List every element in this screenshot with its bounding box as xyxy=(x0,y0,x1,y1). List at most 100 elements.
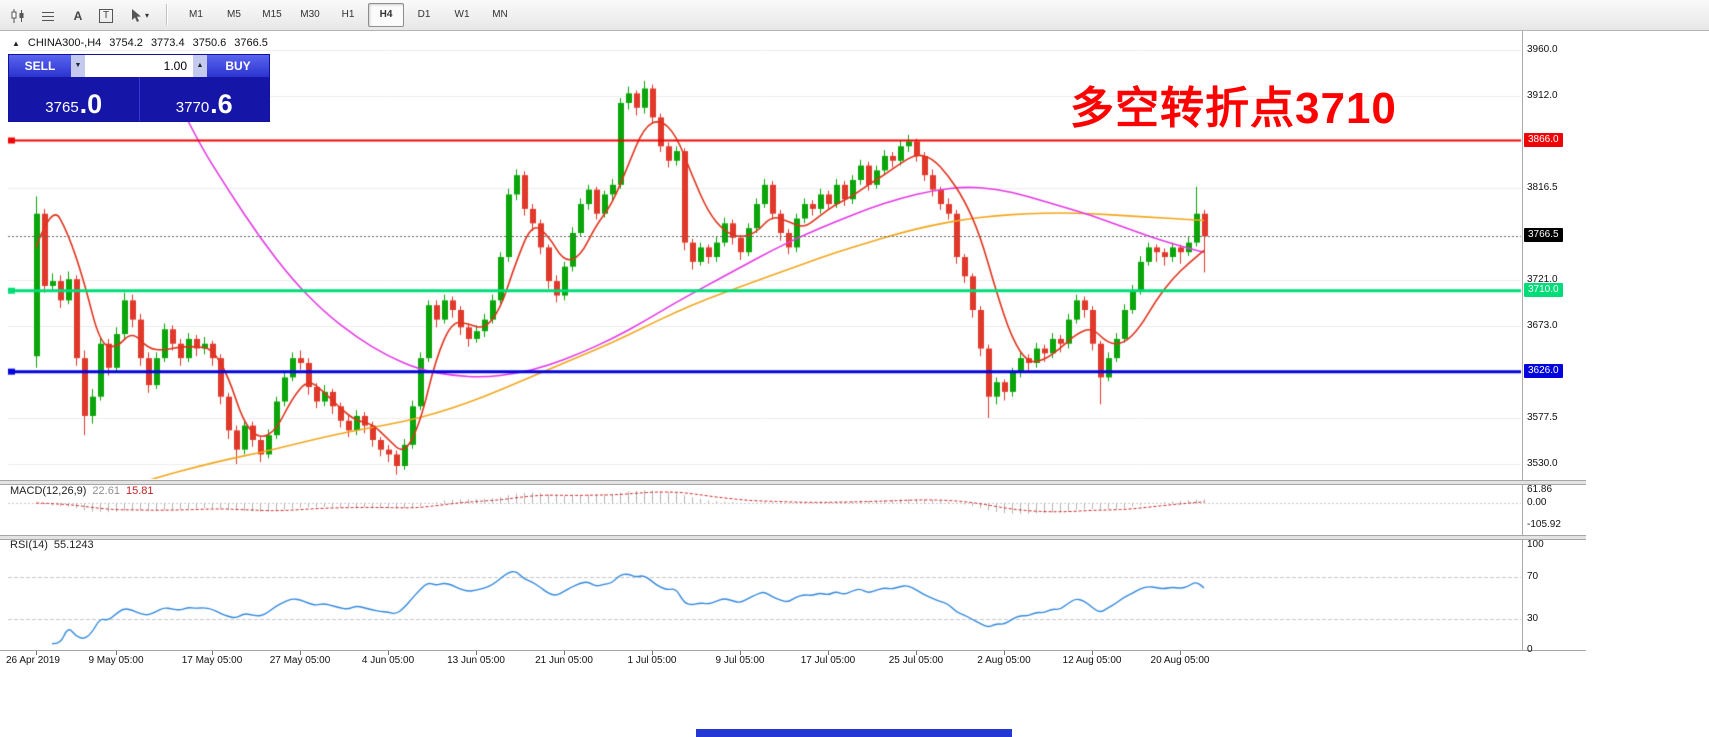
time-tick-mark xyxy=(300,651,301,655)
price-tick-label: 3816.5 xyxy=(1527,182,1558,193)
open-value: 3754.2 xyxy=(109,37,143,49)
candlestick-chart-icon xyxy=(11,8,23,23)
list-icon xyxy=(42,11,54,21)
time-tick-mark xyxy=(212,651,213,655)
rsi-value: 55.1243 xyxy=(53,539,94,551)
timeframe-m30-button[interactable]: M30 xyxy=(300,9,320,20)
time-tick-mark xyxy=(36,651,37,655)
text-label-button[interactable]: A xyxy=(64,3,92,28)
timeframe-m5-button[interactable]: M5 xyxy=(227,9,241,20)
time-axis-label: 20 Aug 05:00 xyxy=(1150,655,1210,666)
rsi-header: RSI(14) 55.1243 xyxy=(10,539,94,551)
time-tick-mark xyxy=(564,651,565,655)
price-tick-label: 3577.5 xyxy=(1527,412,1558,423)
volume-decrease-button[interactable]: ▼ xyxy=(71,55,85,77)
time-tick-mark xyxy=(476,651,477,655)
price-tick-label: 3960.0 xyxy=(1527,44,1558,55)
timeframe-h4-button[interactable]: H4 xyxy=(368,3,404,27)
buy-price-big-digit: .6 xyxy=(210,89,233,120)
price-line-label: 3766.5 xyxy=(1524,228,1563,242)
price-line-label: 3626.0 xyxy=(1524,364,1563,378)
macd-signal-value: 15.81 xyxy=(125,485,154,497)
taskbar-fragment xyxy=(696,729,1012,737)
buy-price-display: 3770 .6 xyxy=(140,77,270,121)
price-axis-separator xyxy=(1522,30,1523,650)
time-axis-label: 4 Jun 05:00 xyxy=(361,655,415,666)
macd-main-value: 22.61 xyxy=(92,485,120,497)
rsi-axis-label: 70 xyxy=(1527,571,1539,582)
boxed-t-icon: T xyxy=(98,8,114,23)
price-line-label: 3710.0 xyxy=(1524,283,1563,297)
rsi-panel-splitter[interactable] xyxy=(0,535,1586,540)
time-axis-label: 17 May 05:00 xyxy=(181,655,243,666)
time-tick-mark xyxy=(740,651,741,655)
time-tick-mark xyxy=(652,651,653,655)
rsi-title: RSI(14) xyxy=(10,539,48,551)
symbol-label: CHINA300-,H4 xyxy=(27,37,102,49)
time-tick-mark xyxy=(916,651,917,655)
cursor-icon xyxy=(131,9,141,22)
time-tick-mark xyxy=(116,651,117,655)
time-axis-label: 1 Jul 05:00 xyxy=(627,655,677,666)
macd-header: MACD(12,26,9) 22.61 15.81 xyxy=(10,485,153,497)
macd-axis-label: 0.00 xyxy=(1527,497,1547,508)
chart-type-button[interactable] xyxy=(4,3,32,28)
close-value: 3766.5 xyxy=(234,37,268,49)
rsi-axis-label: 100 xyxy=(1527,539,1544,550)
price-tick-label: 3721.0 xyxy=(1527,274,1558,285)
cursor-tool-button[interactable]: ▾ xyxy=(120,3,158,28)
macd-title: MACD(12,26,9) xyxy=(10,485,87,497)
time-axis-label: 9 May 05:00 xyxy=(88,655,144,666)
price-line-label: 3866.0 xyxy=(1524,133,1563,147)
time-tick-mark xyxy=(1004,651,1005,655)
time-tick-mark xyxy=(828,651,829,655)
time-axis-label: 17 Jul 05:00 xyxy=(800,655,856,666)
time-tick-mark xyxy=(1092,651,1093,655)
sell-button[interactable]: SELL xyxy=(9,55,71,77)
time-axis-label: 21 Jun 05:00 xyxy=(535,655,593,666)
one-click-trading-panel: SELL ▼ ▲ BUY 3765 .0 3770 .6 xyxy=(8,54,270,122)
top-toolbar: A T ▾ M1 M5 M15 M30 H1 H4 D1 W1 MN xyxy=(0,0,1709,31)
timeframe-group: M1 M5 M15 M30 H1 H4 D1 W1 MN xyxy=(178,3,518,27)
sell-price-display: 3765 .0 xyxy=(9,77,140,121)
chart-annotation-text[interactable]: 多空转折点3710 xyxy=(1070,84,1397,133)
letter-a-icon: A xyxy=(73,8,83,23)
timeframe-d1-button[interactable]: D1 xyxy=(417,9,431,20)
time-axis-border xyxy=(0,650,1586,651)
time-axis-label: 13 Jun 05:00 xyxy=(447,655,505,666)
buy-button[interactable]: BUY xyxy=(207,55,269,77)
high-value: 3773.4 xyxy=(150,37,185,49)
chart-ohlc-header: ▲ CHINA300-,H4 3754.2 3773.4 3750.6 3766… xyxy=(12,37,268,49)
rsi-axis-label: 30 xyxy=(1527,613,1539,624)
rsi-axis-label: 0 xyxy=(1527,644,1533,655)
timeframe-m1-button[interactable]: M1 xyxy=(189,9,203,20)
time-axis-label: 2 Aug 05:00 xyxy=(977,655,1031,666)
macd-axis-label: 61.86 xyxy=(1527,484,1553,495)
text-box-button[interactable]: T xyxy=(92,3,120,28)
time-axis-label: 12 Aug 05:00 xyxy=(1062,655,1122,666)
toolbar-separator xyxy=(166,4,168,25)
sell-price-main: 3765 xyxy=(45,98,79,116)
time-axis-label: 26 Apr 2019 xyxy=(6,655,60,666)
buy-price-main: 3770 xyxy=(175,98,210,116)
time-axis-label: 9 Jul 05:00 xyxy=(715,655,765,666)
price-tick-label: 3530.0 xyxy=(1527,458,1558,469)
collapse-icon[interactable]: ▲ xyxy=(12,38,20,48)
time-tick-mark xyxy=(388,651,389,655)
timeframe-w1-button[interactable]: W1 xyxy=(454,9,470,20)
timeframe-m15-button[interactable]: M15 xyxy=(262,9,282,20)
object-list-button[interactable] xyxy=(34,3,62,28)
macd-axis-label: -105.92 xyxy=(1527,519,1561,530)
timeframe-h1-button[interactable]: H1 xyxy=(341,9,355,20)
time-axis-label: 27 May 05:00 xyxy=(269,655,331,666)
low-value: 3750.6 xyxy=(192,37,227,49)
volume-input[interactable] xyxy=(85,55,193,77)
time-tick-mark xyxy=(1180,651,1181,655)
price-tick-label: 3673.0 xyxy=(1527,320,1558,331)
price-tick-label: 3912.0 xyxy=(1527,90,1558,101)
macd-panel-splitter[interactable] xyxy=(0,480,1586,485)
timeframe-mn-button[interactable]: MN xyxy=(492,9,508,20)
volume-increase-button[interactable]: ▲ xyxy=(193,55,207,77)
